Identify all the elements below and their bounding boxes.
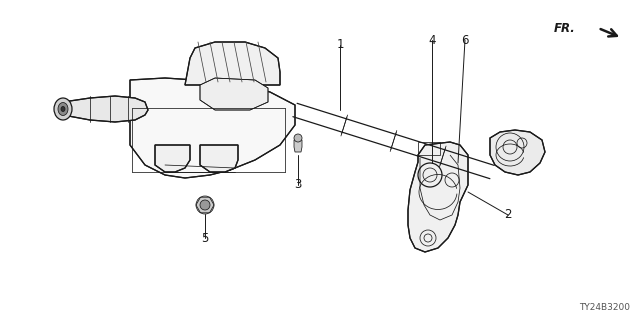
Text: 2: 2 bbox=[504, 209, 512, 221]
Ellipse shape bbox=[61, 107, 65, 111]
Circle shape bbox=[294, 134, 302, 142]
Polygon shape bbox=[185, 42, 280, 85]
Circle shape bbox=[200, 200, 210, 210]
Polygon shape bbox=[200, 78, 268, 110]
Polygon shape bbox=[63, 96, 148, 122]
Text: FR.: FR. bbox=[553, 22, 575, 36]
Ellipse shape bbox=[54, 98, 72, 120]
Polygon shape bbox=[200, 145, 238, 172]
Polygon shape bbox=[294, 140, 302, 152]
Text: 5: 5 bbox=[202, 231, 209, 244]
Polygon shape bbox=[408, 142, 468, 252]
Text: 4: 4 bbox=[428, 34, 436, 46]
Polygon shape bbox=[155, 145, 190, 172]
Ellipse shape bbox=[58, 102, 68, 116]
Polygon shape bbox=[490, 130, 545, 175]
Polygon shape bbox=[130, 78, 295, 178]
Text: 6: 6 bbox=[461, 34, 468, 46]
Text: TY24B3200: TY24B3200 bbox=[579, 303, 630, 312]
Polygon shape bbox=[426, 165, 438, 179]
Text: 1: 1 bbox=[336, 38, 344, 52]
Circle shape bbox=[196, 196, 214, 214]
Text: 3: 3 bbox=[294, 179, 301, 191]
Polygon shape bbox=[454, 167, 462, 177]
